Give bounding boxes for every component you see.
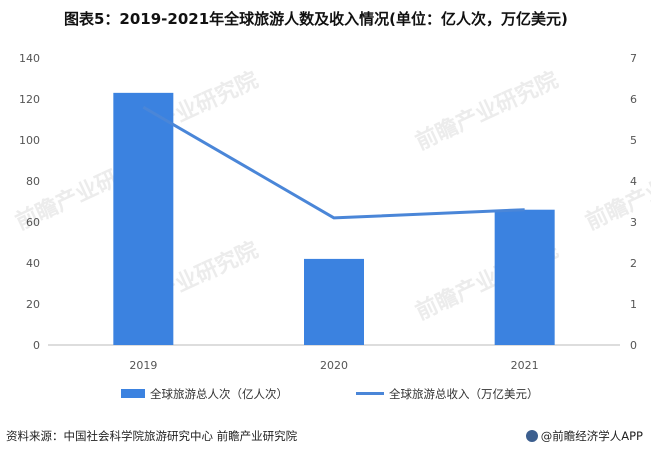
y-right-tick-label: 5 <box>630 134 637 147</box>
y-left-tick-label: 60 <box>26 216 40 229</box>
bar-2020 <box>304 258 364 345</box>
brand-logo-icon <box>525 430 538 442</box>
y-left-tick-label: 100 <box>19 134 40 147</box>
brand-label: @前瞻经济学人APP <box>525 428 643 444</box>
y-right-tick-label: 0 <box>630 339 637 352</box>
bar-2021 <box>494 209 555 345</box>
y-right-tick-label: 1 <box>630 298 637 311</box>
x-tick-label: 2019 <box>129 359 157 372</box>
legend-bar-label: 全球旅游总人次（亿人次） <box>150 387 288 401</box>
watermark-text-1: 前瞻产业研究院 <box>412 67 563 156</box>
source-note: 资料来源：中国社会科学院旅游研究中心 前瞻产业研究院 <box>6 429 298 443</box>
watermark-text-4: 前瞻产业研究院 <box>582 147 651 236</box>
y-right-tick-label: 3 <box>630 216 637 229</box>
y-right-tick-label: 2 <box>630 257 637 270</box>
legend-line-label: 全球旅游总收入（万亿美元） <box>389 387 539 401</box>
y-left-tick-label: 120 <box>19 93 40 106</box>
chart-title: 图表5：2019-2021年全球旅游人数及收入情况(单位：亿人次，万亿美元) <box>64 10 568 28</box>
bar-2019 <box>113 92 174 345</box>
y-right-tick-label: 6 <box>630 93 637 106</box>
y-left-tick-label: 80 <box>26 175 40 188</box>
y-right-tick-label: 4 <box>630 175 637 188</box>
y-left-tick-label: 0 <box>33 339 40 352</box>
y-left-tick-label: 20 <box>26 298 40 311</box>
y-right-tick-label: 7 <box>630 52 637 65</box>
x-tick-label: 2021 <box>511 359 539 372</box>
y-left-tick-label: 40 <box>26 257 40 270</box>
x-tick-label: 2020 <box>320 359 348 372</box>
legend-bar-swatch <box>121 389 145 398</box>
brand-text: @前瞻经济学人APP <box>540 429 643 443</box>
y-left-tick-label: 140 <box>19 52 40 65</box>
